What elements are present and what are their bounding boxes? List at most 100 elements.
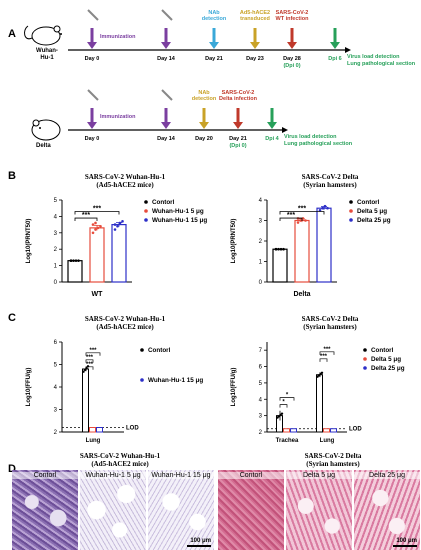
chart-c-right-ytick-label: 4 — [259, 397, 263, 403]
b-right-title-line1: SARS-CoV-2 Delta — [301, 173, 359, 181]
chart-b-left-ytick-label: 0 — [54, 280, 58, 286]
timeline2-day-3: Day 21 — [229, 136, 247, 142]
chart-c-left-ytick-label: 4 — [54, 385, 58, 391]
chart-b-right-ylabel: Log10(PRNT50) — [231, 219, 237, 264]
timeline1-day-0: Day 0 — [85, 56, 100, 62]
chart-c-right-category-label-1: Lung — [320, 438, 335, 444]
chart-c-right-sig-bracket-2 — [319, 351, 335, 355]
chart-b-right-bar-2 — [316, 207, 332, 283]
timeline2-arrowhead-3 — [233, 122, 243, 129]
chart-b-left-legend-marker-2 — [144, 218, 148, 222]
timeline2-outcome-0: Virus load detection — [284, 134, 337, 140]
timeline2-arrowhead-1 — [161, 122, 171, 129]
histology-label-2: Wuhan-Hu-1 5 μg — [80, 472, 146, 479]
chart-b-left-ytick-label: 4 — [54, 214, 58, 220]
chart-b-left-point-0-4 — [69, 259, 73, 262]
chart-c-right-legend-label-1: Delta 5 μg — [371, 356, 401, 363]
chart-b-right-ytick-label: 0 — [259, 280, 263, 286]
timeline2-arrowhead-4 — [267, 122, 277, 129]
timeline1-event-label-0-0: Immunization — [100, 34, 136, 40]
chart-b-right-ytick-label: 2 — [259, 239, 263, 245]
chart-b-left-point-2-3 — [121, 220, 124, 223]
chart-b-right-point-2-3 — [326, 206, 329, 210]
chart-b-left-xlabel: WT — [92, 291, 104, 298]
chart-b-left-sig-bracket-0 — [74, 211, 120, 215]
panel-label-b: B — [8, 170, 16, 182]
chart-c-right-ylabel: Log10(FFU/g) — [231, 368, 237, 407]
chart-b-right-bar-1 — [294, 219, 310, 283]
scale-bar-left-text: 100 μm — [190, 538, 211, 544]
chart-b-right-ytick-label: 1 — [259, 260, 263, 266]
chart-b-right-sig-label-0: *** — [298, 205, 306, 212]
timeline1-dpi-4: (Dpi 0) — [283, 63, 300, 69]
d-left-title-line1: SARS-CoV-2 Wuhan-Hu-1 — [79, 452, 161, 460]
timeline2-event-label-2-0: NAb — [198, 90, 210, 96]
chart-c-right-legend-label-0: Contorl — [371, 347, 394, 354]
chart-b-right-legend-label-1: Delta 5 μg — [357, 208, 387, 215]
chart-b-left-ytick-label: 1 — [54, 264, 58, 270]
chart-b-left-sig-label-0: *** — [93, 205, 101, 212]
timeline1-syringe-icon-1 — [161, 9, 173, 21]
chart-c-left-legend-label-0: Contorl — [148, 347, 171, 354]
histology-label-5: Delta 5 μg — [286, 472, 352, 479]
chart-b-left-point-2-2 — [118, 221, 122, 225]
scale-bar-right-text: 100 μm — [396, 538, 417, 544]
b-right-title: SARS-CoV-2 Delta (Syrian hamsters) — [255, 173, 405, 189]
chart-c-left-ylabel: Log10(FFU/g) — [26, 368, 32, 407]
c-left-title-line2: (Ad5-hACE2 mice) — [96, 323, 154, 331]
d-left-title-line2: (Ad5-hACE2 mice) — [91, 460, 149, 468]
chart-c-left-point-0-1 — [83, 368, 87, 372]
mouse-icon — [24, 25, 62, 46]
timeline-2: Day 0 Immunization Day 14 Day 20 NAb detectio… — [0, 80, 421, 165]
chart-c-left-bar-0-0 — [82, 368, 89, 433]
chart-c-right-bar-0-1 — [283, 428, 290, 433]
histology-label-4: Contorl — [218, 472, 284, 479]
timeline1-syringe-icon-0 — [87, 9, 99, 21]
timeline1-outcome-0: Virus load detection — [347, 54, 400, 60]
chart-c-left-ytick-label: 3 — [54, 408, 58, 414]
chart-b-right-point-1-4 — [296, 217, 300, 220]
timeline2-day-2: Day 20 — [195, 136, 213, 142]
histology-label-1: Contorl — [12, 472, 78, 479]
timeline1-event-label-3-1: transduced — [240, 16, 270, 22]
timeline1-arrowhead-1 — [161, 42, 171, 49]
chart-b-right-ytick-label: 3 — [259, 219, 263, 225]
timeline1-day-4: Day 28 — [283, 56, 301, 62]
chart-c-left-legend-marker-0 — [140, 348, 144, 352]
chart-c-left-ytick-label: 2 — [54, 430, 58, 436]
chart-c-right-sig-label-0: * — [286, 393, 289, 399]
chart-b-right-point-0-2 — [279, 247, 283, 251]
chart-b-right-legend-label-0: Contorl — [357, 199, 380, 206]
chart-c-right-lod-label: LOD — [349, 427, 362, 433]
timelines-svg — [24, 25, 62, 141]
chart-c-left-bar-0-1 — [89, 427, 96, 433]
timeline2-axis-head — [282, 127, 288, 133]
chart-b-left-sig-bracket-1 — [74, 217, 98, 222]
histology-image-6: Delta 25 μg 100 μm — [354, 470, 420, 550]
timeline2-event-label-0-0: Immunization — [100, 114, 136, 120]
chart-c-left: 23456Log10(FFU/g)LODLung*********Contorl… — [26, 340, 203, 444]
panel-label-a: A — [8, 28, 16, 40]
chart-c-right-point-0-3 — [280, 412, 284, 415]
chart-c-left-sig-label-2: *** — [86, 362, 94, 368]
timeline2-syringe-icon-1 — [161, 89, 173, 101]
timeline2-event-label-3-0: SARS-CoV-2 — [222, 90, 255, 96]
timeline1-day-5: Dpi 6 — [328, 56, 341, 62]
chart-b-right-point-2-1 — [321, 206, 324, 210]
timeline1-outcome-1: Lung pathological section — [347, 61, 416, 67]
chart-c-right-bar-1-2 — [330, 428, 337, 433]
chart-b-left-legend-label-0: Contorl — [152, 199, 175, 206]
scale-bar-left: 100 μm — [187, 538, 211, 547]
chart-b-left-point-0-1 — [72, 259, 75, 262]
histology-image-2: Wuhan-Hu-1 5 μg — [80, 470, 146, 550]
timeline2-syringe-icon-0 — [87, 89, 99, 101]
chart-b-left-point-0-2 — [74, 259, 78, 262]
timeline1-arrowhead-4 — [287, 42, 297, 49]
timeline1-event-label-3-0: Ad5-hACE2 — [240, 10, 270, 16]
histology-image-5: Delta 5 μg — [286, 470, 352, 550]
histology-label-6: Delta 25 μg — [354, 472, 420, 479]
chart-c-left-legend-label-1: Wuhan-Hu-1 15 μg — [148, 377, 203, 384]
timeline2-dpi-3: (Dpi 0) — [229, 143, 246, 149]
timeline2-event-label-3-1: Delta infection — [219, 96, 258, 102]
